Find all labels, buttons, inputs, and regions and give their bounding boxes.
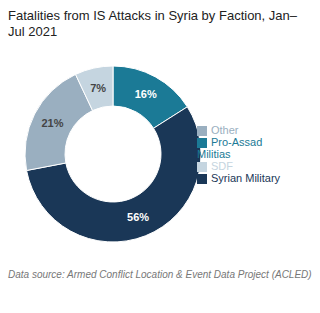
- html-text:SDF: SDF: [211, 160, 233, 172]
- html-text:Other: Other: [211, 123, 239, 136]
- svg-text:7%: 7%: [90, 82, 106, 94]
- html-text:Data source: Armed Conflict Lo: Data source: Armed Conflict Location & E…: [8, 269, 312, 280]
- html-text:Pro-Assad Militias: Pro-Assad Militias: [197, 135, 263, 160]
- svg-text:56%: 56%: [127, 211, 149, 223]
- html-text:Syrian Military: Syrian Military: [211, 172, 281, 185]
- svg-text:21%: 21%: [41, 117, 63, 129]
- svg-text:16%: 16%: [135, 88, 157, 100]
- html-text:Fatalities from IS Attacks in: Fatalities from IS Attacks in Syria by F…: [8, 8, 297, 39]
